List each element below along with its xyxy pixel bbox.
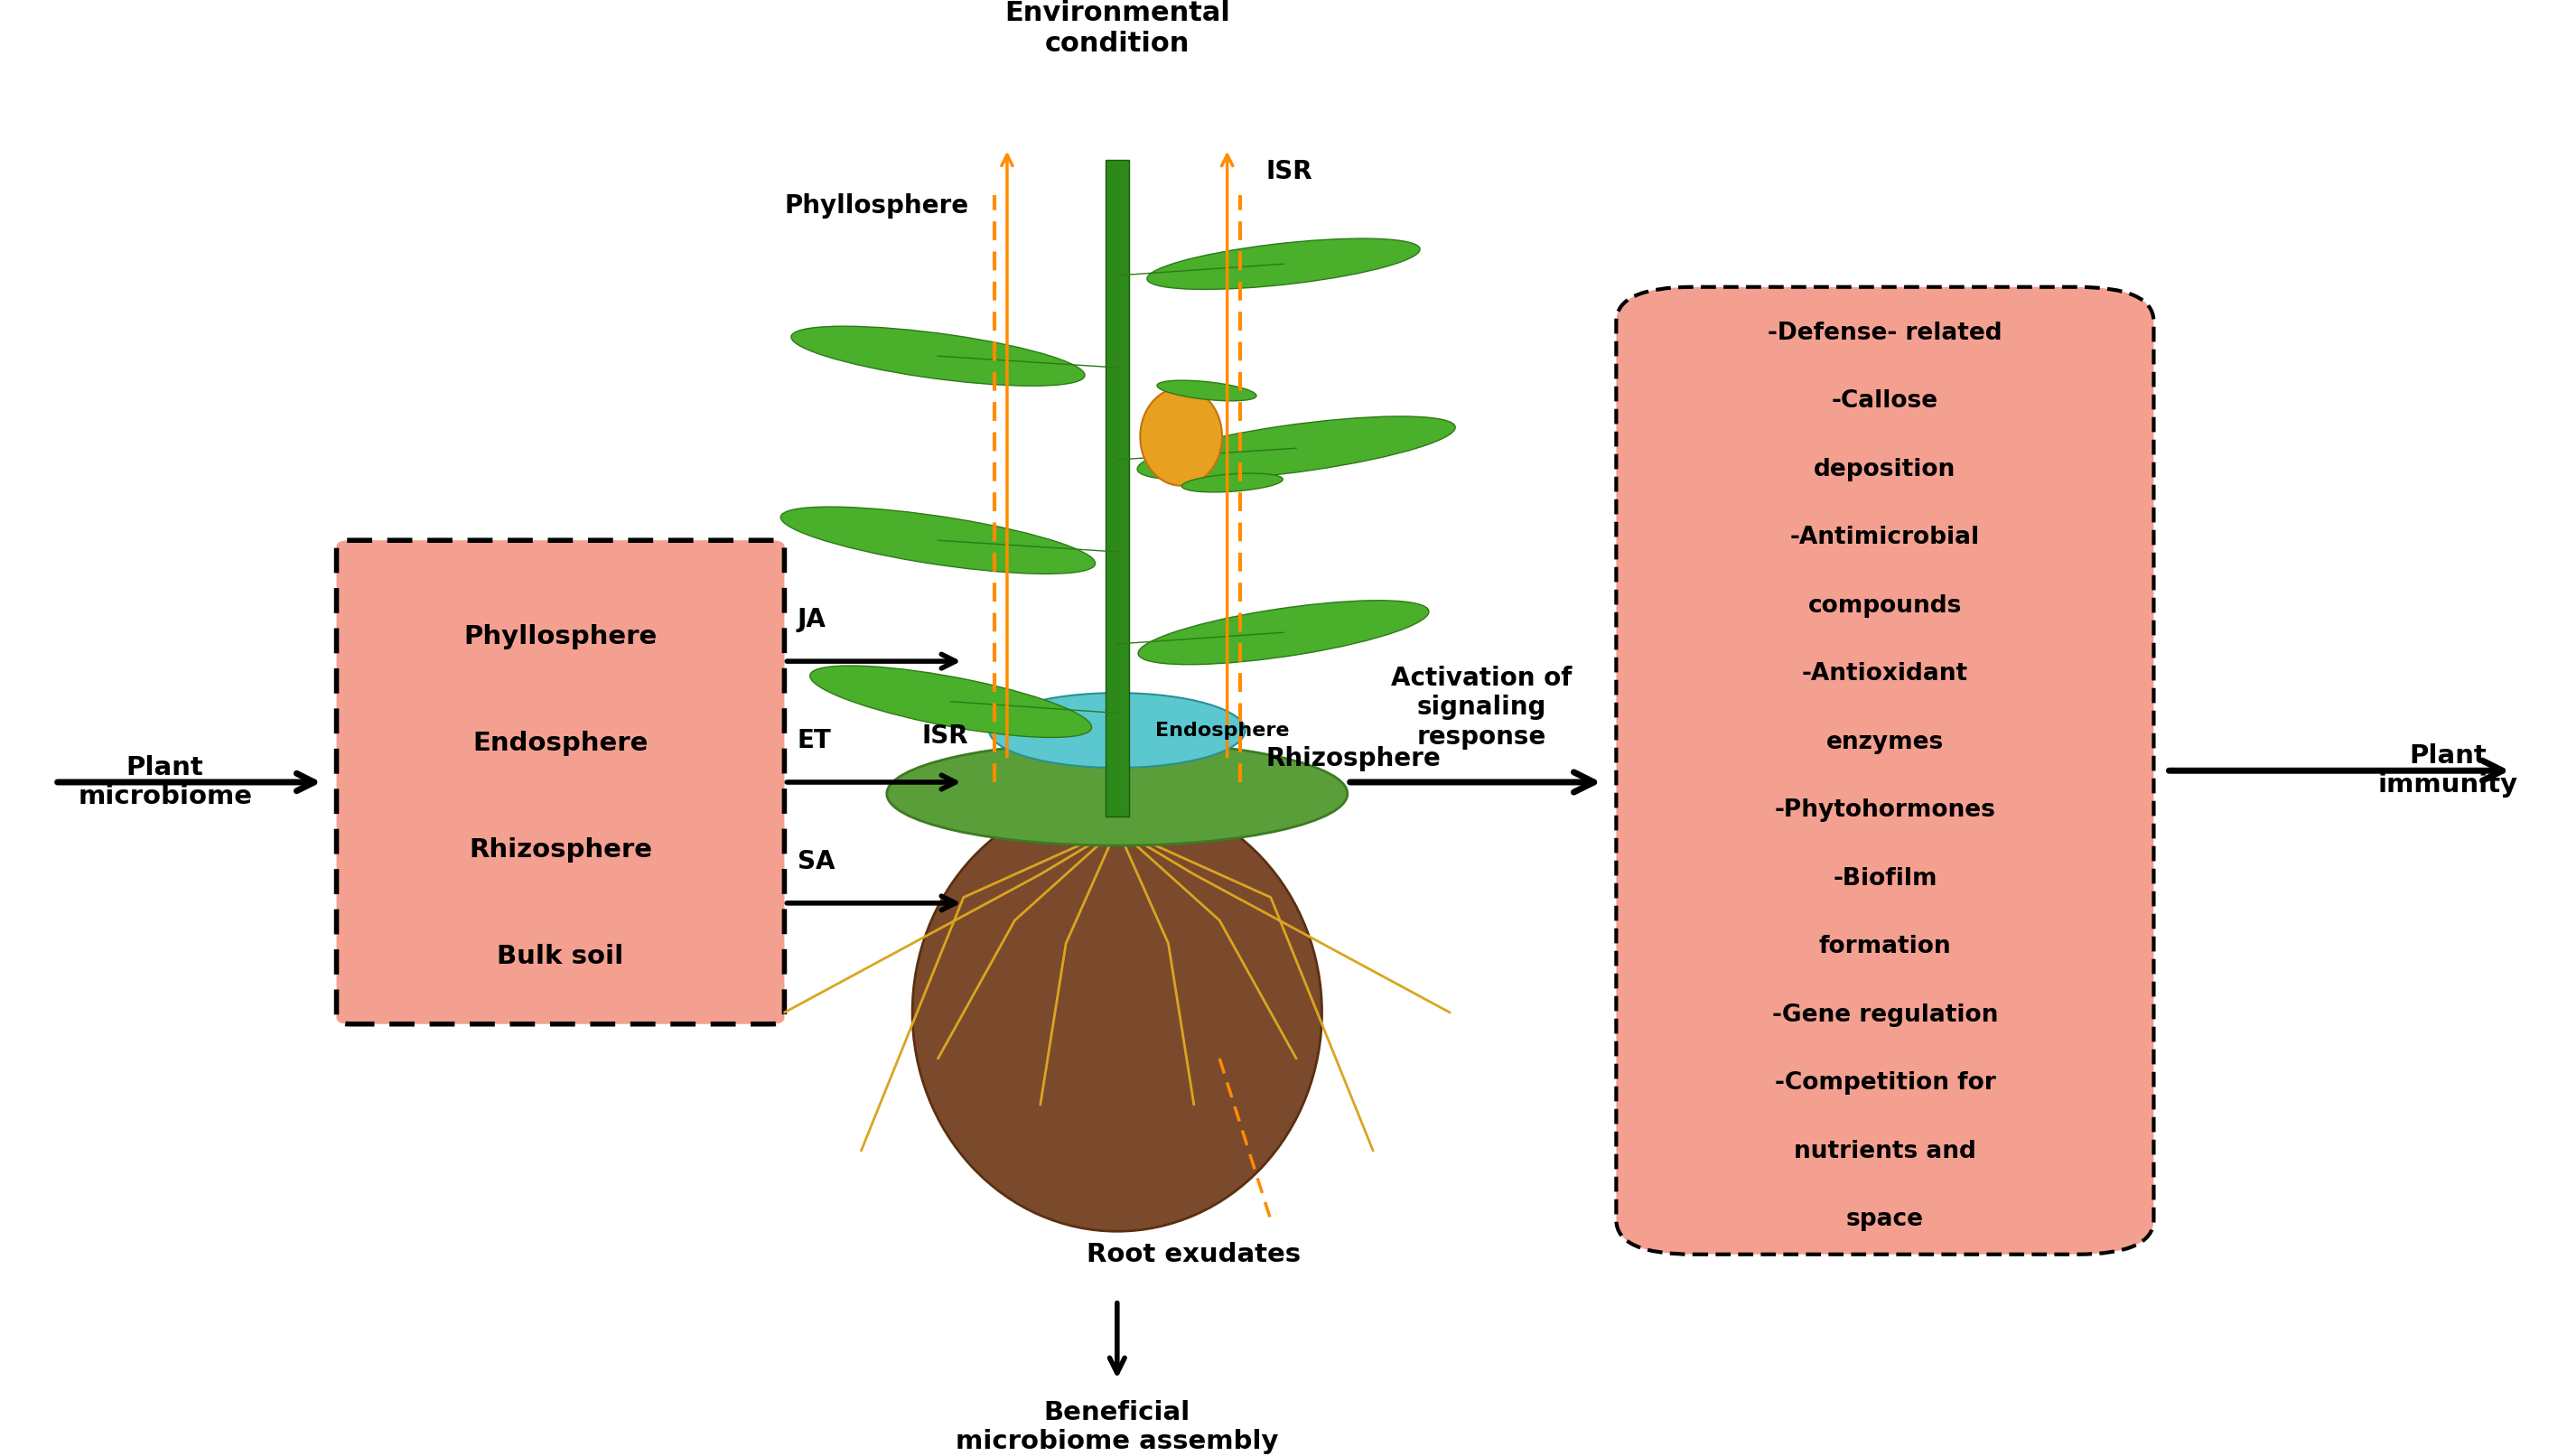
Ellipse shape [1181,473,1284,492]
Text: -Antimicrobial: -Antimicrobial [1789,526,1979,549]
Ellipse shape [1147,239,1420,290]
Text: -Callose: -Callose [1833,390,1938,414]
Ellipse shape [1137,416,1455,480]
Text: nutrients and: nutrients and [1794,1140,1977,1163]
Ellipse shape [1158,380,1255,400]
Text: Phyllosphere: Phyllosphere [786,194,968,218]
Ellipse shape [811,665,1091,737]
Text: ISR: ISR [922,724,968,748]
FancyBboxPatch shape [1617,287,2154,1255]
Text: -Phytohormones: -Phytohormones [1774,799,1995,823]
Ellipse shape [780,507,1096,574]
Text: -Gene regulation: -Gene regulation [1771,1003,1997,1026]
Text: Plant
immunity: Plant immunity [2377,744,2518,798]
Text: space: space [1846,1208,1923,1232]
FancyBboxPatch shape [336,540,786,1024]
Text: Bulk soil: Bulk soil [498,943,624,968]
Text: compounds: compounds [1807,594,1961,617]
Text: Beneficial
microbiome assembly: Beneficial microbiome assembly [955,1399,1278,1455]
Text: ET: ET [798,728,832,753]
Text: deposition: deposition [1815,457,1956,480]
Text: Rhizosphere: Rhizosphere [470,837,652,862]
Ellipse shape [988,693,1245,767]
Ellipse shape [886,743,1348,846]
Text: -Antioxidant: -Antioxidant [1802,662,1969,686]
Text: Root exudates: Root exudates [1086,1242,1301,1267]
Text: Endosphere: Endosphere [472,731,649,756]
Text: JA: JA [798,607,827,632]
Text: Phyllosphere: Phyllosphere [465,625,657,649]
Text: -Competition for: -Competition for [1774,1072,1995,1095]
Text: -Biofilm: -Biofilm [1833,866,1938,891]
Text: Environmental
condition: Environmental condition [1004,0,1230,57]
Text: Activation of
signaling
response: Activation of signaling response [1391,665,1574,750]
Ellipse shape [1140,387,1222,486]
Text: -Defense- related: -Defense- related [1769,322,2002,345]
Text: ISR: ISR [1266,159,1312,185]
Ellipse shape [1137,600,1430,664]
Ellipse shape [911,794,1322,1232]
Text: Rhizosphere: Rhizosphere [1266,747,1440,772]
Text: Plant
microbiome: Plant microbiome [77,754,252,810]
Text: enzymes: enzymes [1825,731,1943,754]
Text: formation: formation [1820,935,1951,958]
Text: Endosphere: Endosphere [1155,721,1289,740]
FancyBboxPatch shape [1106,160,1129,817]
Ellipse shape [791,326,1086,386]
Text: SA: SA [798,849,834,874]
